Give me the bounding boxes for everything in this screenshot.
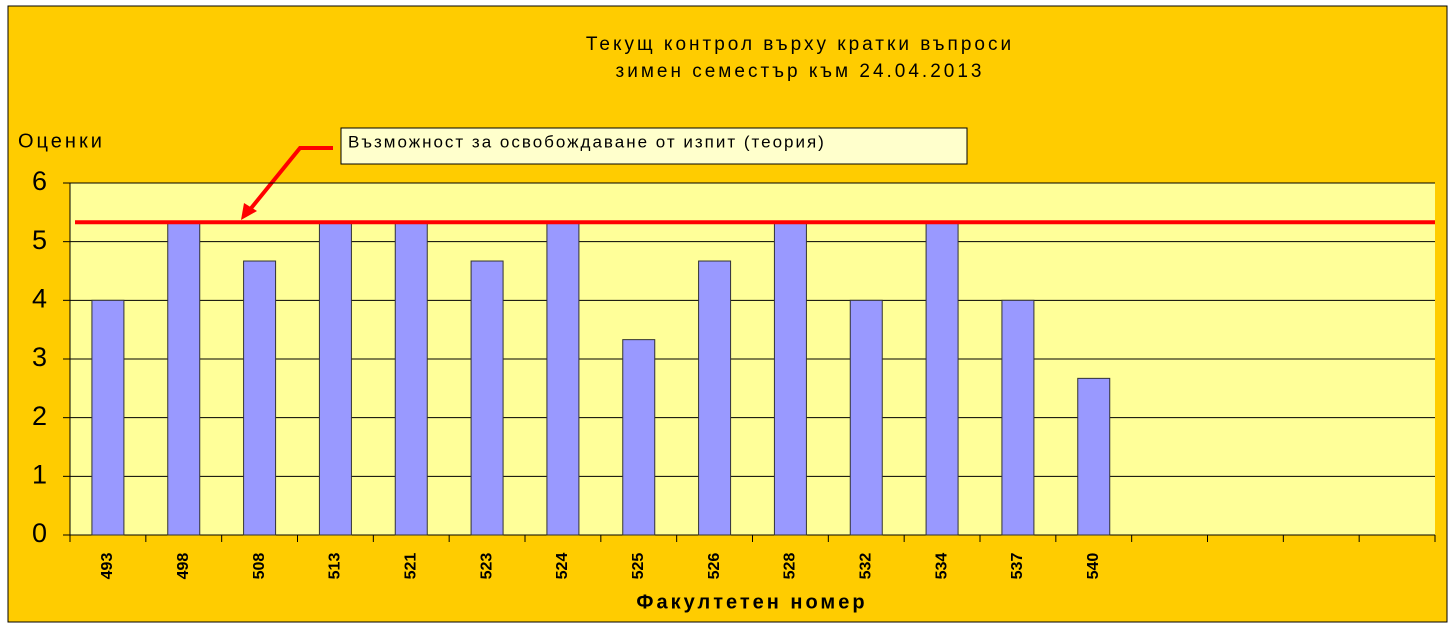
bar [167, 221, 201, 536]
bar [622, 339, 656, 536]
x-tick-label: 513 [327, 553, 344, 580]
bar [243, 260, 277, 536]
x-tick-label: 540 [1085, 553, 1102, 580]
bar [394, 221, 428, 536]
x-axis-title: Факултетен номер [636, 591, 867, 613]
y-tick-label: 1 [32, 459, 47, 489]
x-tick-label: 537 [1009, 553, 1026, 580]
x-tick-label: 493 [99, 553, 116, 580]
x-tick-label: 526 [706, 553, 723, 580]
bar [849, 299, 883, 536]
y-axis-title: Оценки [18, 130, 105, 152]
x-tick-label: 534 [933, 553, 950, 580]
y-tick-label: 2 [32, 401, 47, 431]
annotation-arrow [246, 146, 333, 214]
x-tick-label: 508 [251, 553, 268, 580]
x-tick-label: 498 [175, 553, 192, 580]
annotation-box [340, 127, 968, 165]
chart-title: Текущ контрол върху кратки въпроси [586, 34, 1014, 55]
x-tick-label: 525 [630, 553, 647, 580]
bar [1077, 377, 1111, 536]
bar [773, 221, 807, 536]
bar [91, 299, 125, 536]
bar [318, 221, 352, 536]
bar [925, 221, 959, 536]
y-tick-label: 0 [32, 518, 47, 548]
y-tick-label: 6 [32, 166, 47, 196]
y-tick-label: 5 [32, 225, 47, 255]
y-tick-label: 4 [32, 283, 47, 313]
bar [1001, 299, 1035, 536]
annotation: Възможност за освобождаване от изпит (те… [348, 132, 826, 151]
x-tick-label: 528 [782, 553, 799, 580]
x-tick-label: 532 [857, 553, 874, 580]
chart-subtitle: зимен семестър към 24.04.2013 [616, 61, 985, 82]
x-tick-label: 521 [402, 553, 419, 580]
bar [698, 260, 732, 536]
y-tick-label: 3 [32, 342, 47, 372]
x-tick-label: 524 [554, 553, 571, 580]
x-tick-label: 523 [478, 553, 495, 580]
bar [546, 221, 580, 536]
arrow-head [241, 203, 257, 220]
bar [470, 260, 504, 536]
